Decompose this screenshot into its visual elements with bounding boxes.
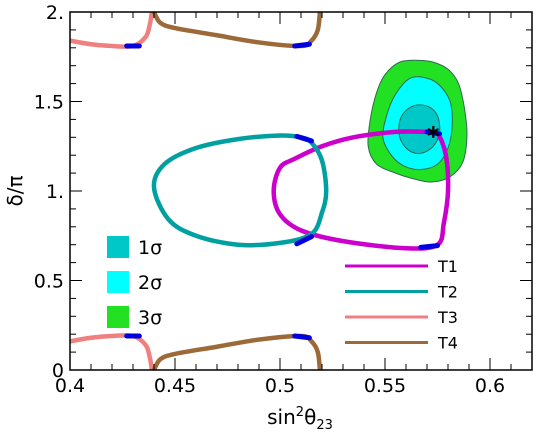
- curve-t3-seg0: [70, 12, 155, 49]
- y-tick-label: 1.5: [34, 92, 64, 114]
- best-fit-star-icon: [427, 125, 440, 138]
- confidence-contours: [367, 59, 468, 183]
- x-tick-label: 0.55: [364, 375, 406, 397]
- curve-t2-seg0: [151, 133, 329, 248]
- legend-label: T4: [437, 334, 458, 353]
- y-tick-label: 0: [52, 360, 64, 382]
- x-axis-label: sin2θ23: [267, 405, 333, 433]
- y-tick-label: 1.: [46, 181, 64, 203]
- x-axis-label-theta: θ: [304, 405, 316, 429]
- legend-label: 1σ: [138, 237, 162, 259]
- x-tick-label: 0.45: [154, 375, 196, 397]
- best-fit-layer: [427, 125, 440, 138]
- legend-swatch: [107, 271, 129, 293]
- legend-label: T2: [437, 283, 458, 302]
- highlight-segment: [292, 41, 312, 49]
- y-axis-label: δ/π: [3, 175, 27, 206]
- x-axis-label-sub: 23: [316, 418, 333, 433]
- legend-swatch: [107, 306, 129, 328]
- highlight-segment: [418, 243, 440, 250]
- x-tick-label: 0.5: [265, 375, 295, 397]
- legends: 1σ 2σ 3σ T1 T2 T3 T4: [107, 236, 458, 353]
- x-axis-label-main: sin: [267, 405, 296, 429]
- x-axis-label-sup: 2: [296, 405, 304, 420]
- x-tick-label: 0.6: [475, 375, 505, 397]
- contour-1sigma: [398, 104, 441, 155]
- curve-highlights: [124, 41, 443, 341]
- legend-label: 3σ: [138, 307, 162, 329]
- curve-t4-seg0: [151, 12, 323, 49]
- legend-label: T3: [437, 308, 458, 327]
- legend-label: 2σ: [138, 272, 162, 294]
- y-tick-label: 0.5: [34, 271, 64, 293]
- highlight-segment: [292, 333, 312, 341]
- y-tick-label: 2.: [46, 2, 64, 24]
- axis-ticks: 0.4 0.45 0.5 0.55 0.6 0 0.5 1. 1.5 2.: [34, 2, 533, 397]
- legend-swatch: [107, 236, 129, 258]
- series-legend: T1 T2 T3 T4: [345, 257, 458, 353]
- sigma-legend: 1σ 2σ 3σ: [107, 236, 162, 329]
- curve-t4-seg1: [151, 333, 323, 370]
- highlight-segment: [294, 133, 314, 144]
- curve-t3-seg1: [70, 333, 155, 370]
- highlight-segment: [294, 234, 314, 247]
- x-tick-label: 0.4: [55, 375, 85, 397]
- legend-label: T1: [437, 257, 458, 276]
